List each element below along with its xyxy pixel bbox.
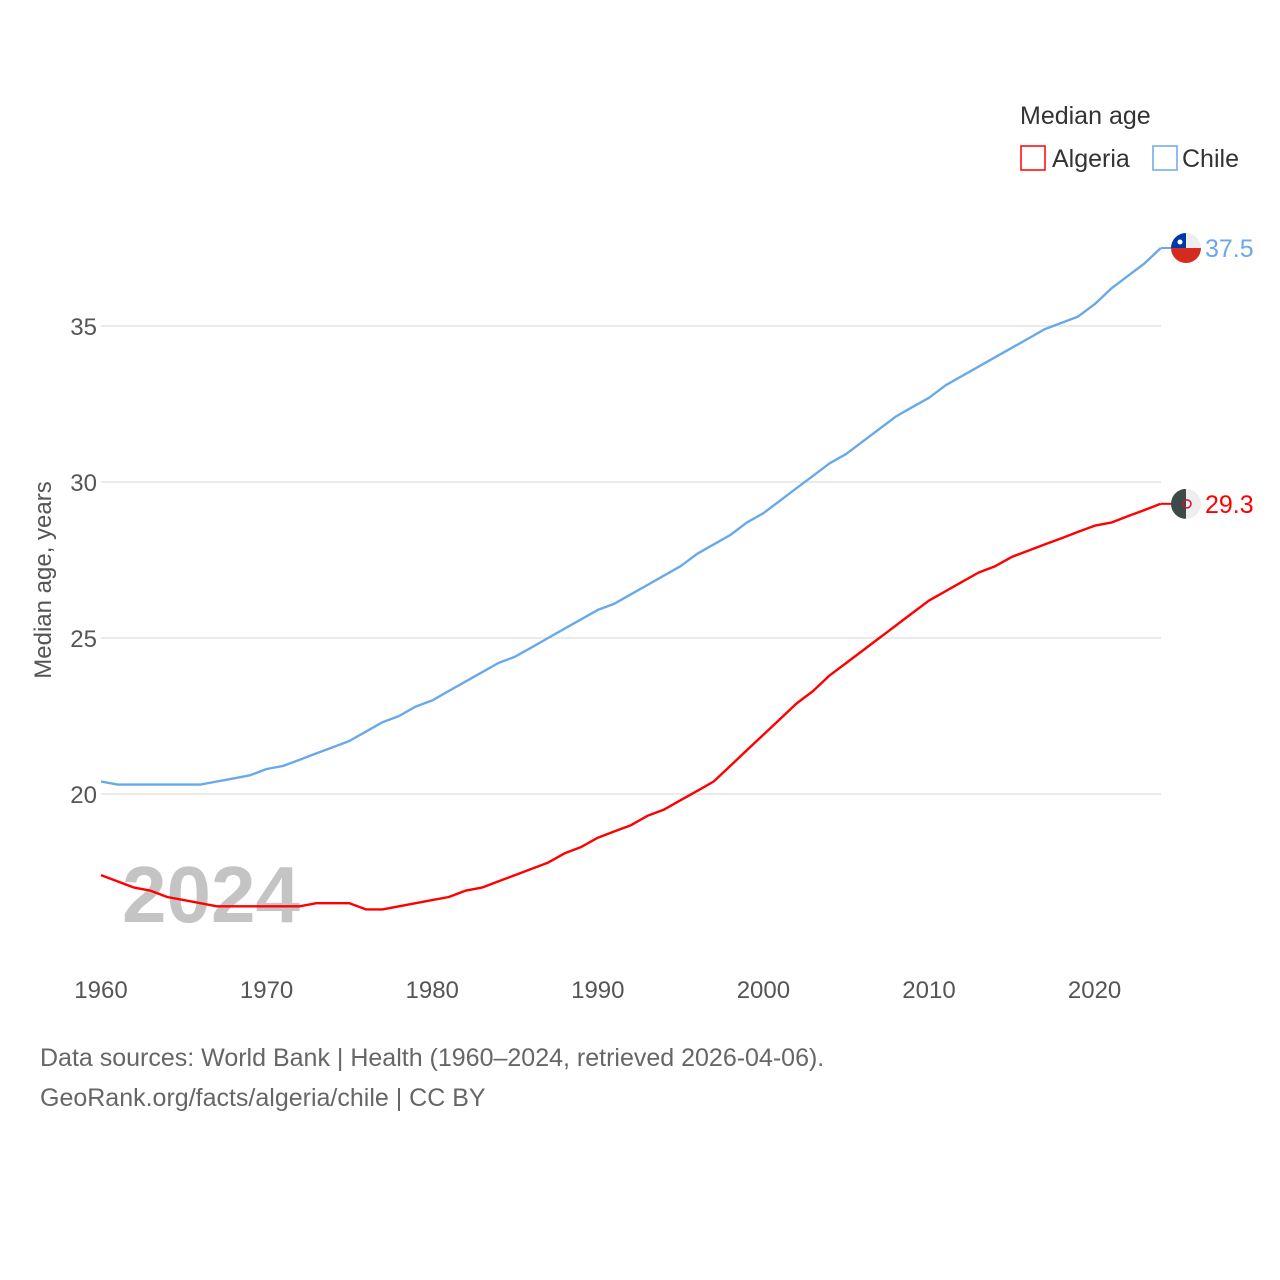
x-tick-label: 1960 (74, 977, 127, 1004)
end-value-label: 29.3 (1205, 491, 1254, 519)
series-line-chile (100, 247, 1162, 786)
series-line-algeria (100, 502, 1162, 911)
x-tick-label: 1980 (406, 977, 459, 1004)
y-tick-label: 25 (70, 626, 97, 653)
y-axis-label: Median age, years (30, 481, 57, 678)
x-tick-label: 2000 (737, 977, 790, 1004)
end-value-label: 37.5 (1205, 235, 1254, 263)
y-tick-label: 35 (70, 314, 97, 341)
legend-label-algeria: Algeria (1052, 145, 1130, 173)
chile-flag-icon (1171, 233, 1201, 263)
source-link[interactable]: GeoRank.org/facts/algeria/chile | CC BY (40, 1084, 486, 1112)
y-tick-label: 20 (70, 782, 97, 809)
legend-swatch-chile (1152, 145, 1178, 171)
legend-swatch-algeria (1020, 145, 1046, 171)
x-tick-label: 1990 (571, 977, 624, 1004)
algeria-flag-icon (1171, 488, 1201, 519)
x-tick-label: 1970 (240, 977, 293, 1004)
data-source-text: Data sources: World Bank | Health (1960–… (40, 1044, 825, 1072)
legend-label-chile: Chile (1182, 145, 1239, 173)
legend-title: Median age (1020, 102, 1151, 130)
x-tick-label: 2010 (902, 977, 955, 1004)
year-watermark: 2024 (122, 850, 300, 939)
x-tick-label: 2020 (1068, 977, 1121, 1004)
y-tick-label: 30 (70, 470, 97, 497)
